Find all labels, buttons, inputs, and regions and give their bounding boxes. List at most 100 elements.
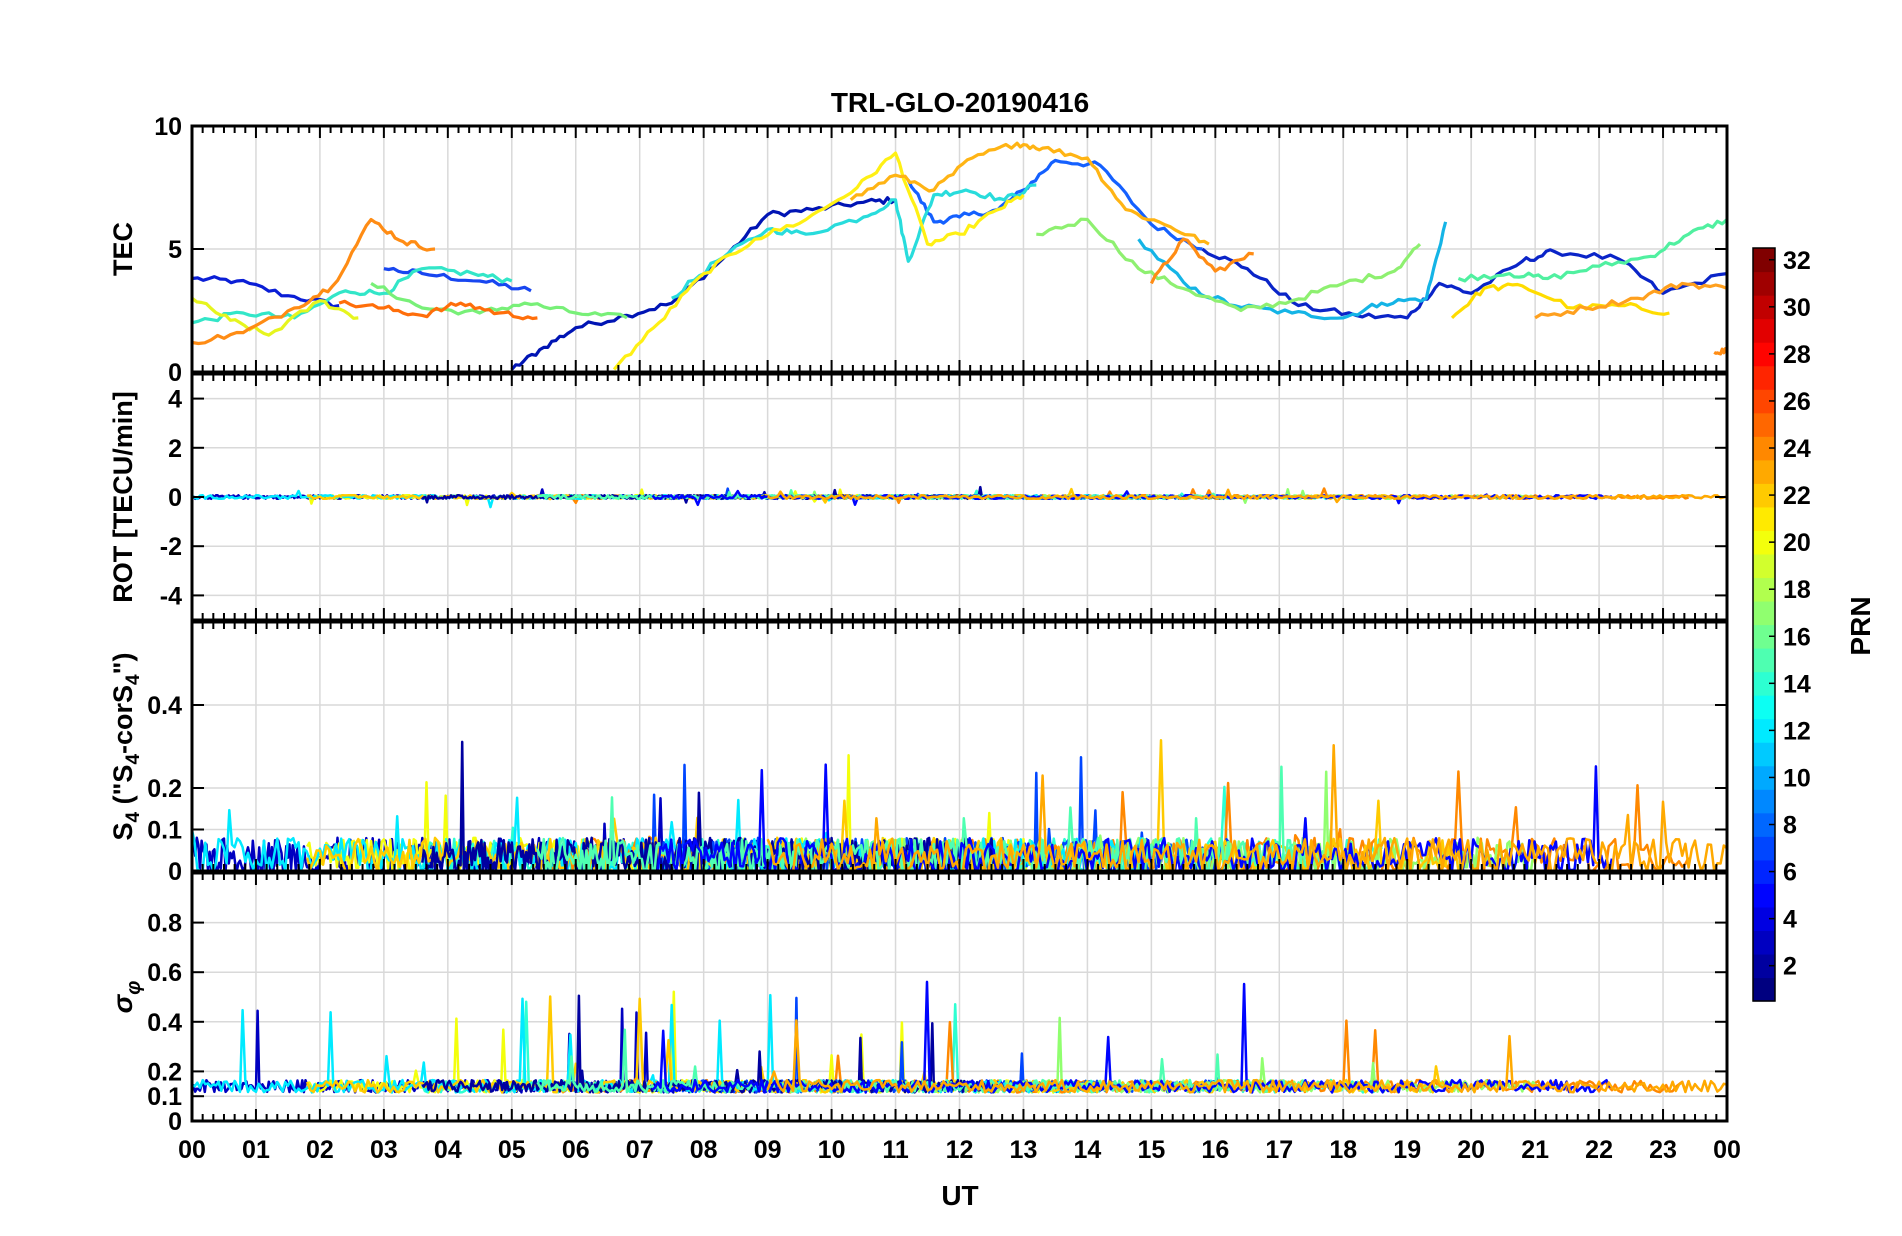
x-tick-label: 18 <box>1329 1136 1357 1164</box>
x-tick-label: 21 <box>1521 1136 1549 1164</box>
colorbar-segment <box>1753 600 1775 626</box>
colorbar-segment <box>1753 271 1775 296</box>
colorbar-segment <box>1753 812 1775 837</box>
colorbar-tick-label: 22 <box>1783 482 1811 510</box>
trace-prn-22 <box>305 995 1459 1094</box>
colorbar-segment <box>1753 459 1775 484</box>
x-tick-label: 03 <box>370 1136 398 1164</box>
y-tick-label: 0 <box>168 484 182 512</box>
x-tick-label: 14 <box>1074 1136 1102 1164</box>
y-tick-label: 0 <box>168 858 182 886</box>
data-rot <box>192 485 1727 509</box>
grid-s4 <box>192 622 1727 871</box>
x-tick-label: 00 <box>178 1136 206 1164</box>
colorbar-tick-label: 20 <box>1783 529 1811 557</box>
colorbar-segment <box>1753 530 1775 555</box>
tec-series-prn-25 <box>338 299 538 321</box>
colorbar-segment <box>1753 836 1775 861</box>
ylabel-part: -corS <box>108 685 138 754</box>
colorbar-frame <box>1752 247 1776 1002</box>
colorbar-segment <box>1753 506 1775 531</box>
x-tick-label: 11 <box>882 1136 909 1164</box>
tec-series-prn-24 <box>1713 347 1727 356</box>
tec-series-prn-23 <box>1534 281 1727 320</box>
colorbar-segment <box>1753 695 1775 720</box>
tec-series-prn-13 <box>671 183 1037 300</box>
tec-series-prn-24 <box>192 217 436 346</box>
ylabel-part: ("S <box>108 765 138 812</box>
tec-series-prn-24 <box>1149 237 1254 285</box>
colorbar-segment <box>1753 577 1775 602</box>
x-tick-label: 02 <box>306 1136 334 1164</box>
colorbar-tick-label: 18 <box>1783 576 1811 604</box>
colorbar-tick-label: 2 <box>1783 953 1797 981</box>
tec-series-prn-7 <box>906 158 1203 251</box>
colorbar-segment <box>1753 553 1775 579</box>
x-ticks-sigma-phi <box>191 873 1728 1121</box>
colorbar-label: PRN <box>1845 596 1876 655</box>
colorbar-segment <box>1753 624 1775 649</box>
x-tick-label: 07 <box>626 1136 654 1164</box>
tec-series-prn-19 <box>192 296 359 337</box>
ylabel-part: 4 <box>123 674 144 685</box>
colorbar-segment <box>1753 648 1775 673</box>
colorbar-segment <box>1753 859 1775 884</box>
x-tick-label: 22 <box>1585 1136 1613 1164</box>
colorbar-tick-label: 30 <box>1783 294 1811 322</box>
y-tick-label: 0.8 <box>147 910 182 938</box>
tec-series-prn-16 <box>370 282 628 320</box>
data-sigma-phi <box>192 980 1727 1094</box>
x-tick-label: 00 <box>1713 1136 1741 1164</box>
colorbar-tick-label: 12 <box>1783 717 1811 745</box>
ylabel-part: 4 <box>123 754 144 765</box>
colorbar-segment <box>1753 365 1775 390</box>
y-tick-label: 5 <box>168 236 182 264</box>
panel-s4: 00.10.20.4S4 ("S4-corS4") <box>108 620 1729 886</box>
y-tick-label: 0.4 <box>147 1009 182 1037</box>
x-tick-label: 06 <box>562 1136 590 1164</box>
colorbar-tick-label: 16 <box>1783 623 1811 651</box>
tec-series-prn-12 <box>1137 221 1448 321</box>
x-tick-label: 04 <box>434 1136 462 1164</box>
x-tick-label: 17 <box>1265 1136 1293 1164</box>
x-tick-label: 20 <box>1457 1136 1485 1164</box>
trace-prn-5 <box>651 980 1613 1094</box>
colorbar-tick-label: 24 <box>1783 435 1811 463</box>
x-ticks-rot <box>191 374 1728 620</box>
colorbar-segment <box>1753 742 1775 767</box>
colorbar-tick-label: 6 <box>1783 859 1797 887</box>
ylabel-part: S <box>108 822 138 840</box>
y-tick-label: 0 <box>168 359 182 387</box>
trace-prn-15 <box>536 765 1307 871</box>
colorbar-segment <box>1753 930 1775 955</box>
colorbar-segment <box>1753 765 1775 790</box>
x-tick-label: 12 <box>946 1136 974 1164</box>
colorbar-segment <box>1753 977 1775 1002</box>
ylabel-symbol: σ <box>107 993 138 1013</box>
x-ticks-s4 <box>191 622 1728 871</box>
colorbar-tick-label: 32 <box>1783 247 1811 275</box>
colorbar-tick-label: 10 <box>1783 764 1811 792</box>
colorbar-tick-label: 26 <box>1783 388 1811 416</box>
y-tick-label: 0.2 <box>147 775 182 803</box>
x-tick-label: 19 <box>1393 1136 1421 1164</box>
tec-series-prn-5 <box>383 266 532 293</box>
trace-prn-2 <box>421 994 999 1094</box>
x-tick-label: 15 <box>1137 1136 1165 1164</box>
y-tick-label: 0.1 <box>147 817 182 845</box>
x-ticks-tec <box>191 126 1728 372</box>
panel-sigma-phi: 00.10.2 0.4 0.6 0.8 σφ <box>107 871 1729 1136</box>
x-tick-label: 16 <box>1201 1136 1229 1164</box>
y-tick-label: 0.4 <box>147 692 182 720</box>
x-tick-labels: 00 01 02 03 04 05 06 07 08 09 10 11 12 13 14 15 16 17 18 19… <box>178 1136 1741 1164</box>
y-tick-label: 4 <box>168 386 182 414</box>
y-tick-label: 0.1 <box>147 1083 182 1111</box>
colorbar-segment <box>1753 295 1775 320</box>
tec-series-prn-20 <box>612 151 1025 371</box>
colorbar-segment <box>1753 342 1775 367</box>
trace-prn-23 <box>766 1019 1727 1094</box>
x-tick-label: 13 <box>1010 1136 1038 1164</box>
ylabel-part: ") <box>108 653 138 675</box>
tec-series-prn-22 <box>849 141 1210 246</box>
